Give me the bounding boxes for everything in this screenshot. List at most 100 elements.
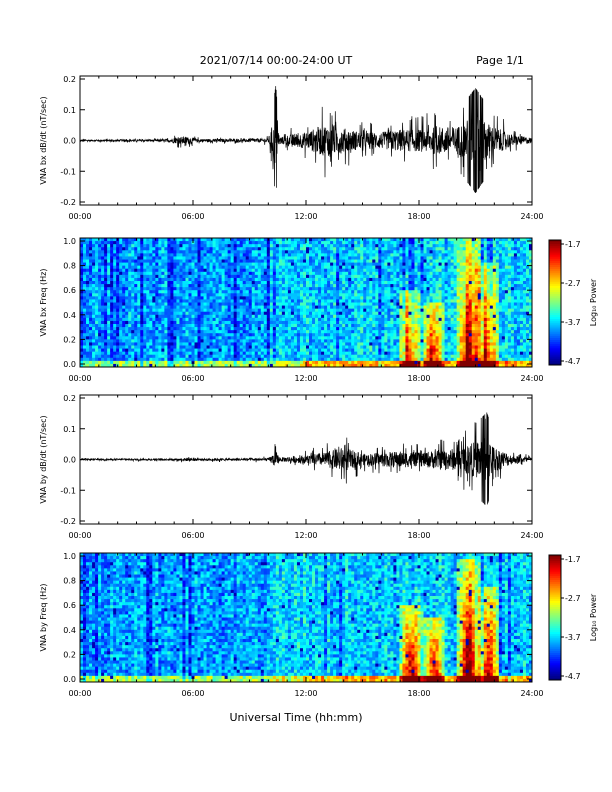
spectrogram-cell — [239, 305, 244, 310]
spectrogram-cell — [260, 342, 265, 346]
spectrogram-cell — [306, 238, 310, 242]
spectrogram-cell — [104, 327, 108, 331]
spectrogram-cell — [336, 305, 340, 310]
spectrogram-cell — [167, 354, 171, 359]
spectrogram-cell — [143, 314, 147, 319]
spectrogram-cell — [176, 302, 180, 306]
spectrogram-cell — [369, 305, 373, 310]
spectrogram-cell — [188, 333, 192, 337]
spectrogram-cell — [327, 345, 331, 349]
spectrogram-cell — [206, 271, 210, 276]
spectrogram-cell — [164, 265, 168, 270]
spectrogram-cell — [299, 253, 304, 257]
spectrogram-cell — [116, 296, 120, 300]
spectrogram-cell — [390, 271, 394, 276]
spectrogram-cell — [302, 241, 307, 245]
spectrogram-cell — [134, 262, 138, 267]
spectrogram-cell — [275, 277, 280, 282]
spectrogram-cell — [414, 311, 418, 316]
spectrogram-cell — [414, 360, 418, 365]
spectrogram-cell — [302, 320, 307, 325]
spectrogram-cell — [417, 354, 421, 359]
spectrogram-cell — [236, 339, 241, 343]
spectrogram-cell — [161, 360, 165, 365]
spectrogram-cell — [354, 293, 358, 297]
spectrogram-cell — [411, 241, 415, 245]
spectrogram-cell — [348, 241, 352, 245]
spectrogram-cell — [366, 351, 370, 356]
spectrogram-cell — [327, 308, 331, 313]
spectrogram-cell — [83, 268, 87, 273]
spectrogram-cell — [266, 299, 271, 303]
spectrogram-cell — [360, 342, 364, 346]
spectrogram-cell — [369, 302, 373, 306]
spectrogram-cell — [287, 287, 292, 291]
spectrogram-cell — [257, 271, 262, 276]
spectrogram-cell — [408, 320, 412, 325]
spectrogram-cell — [366, 317, 370, 322]
spectrogram-cell — [302, 351, 307, 356]
spectrogram-cell — [176, 250, 180, 254]
spectrogram-cell — [266, 274, 271, 279]
spectrogram-cell — [257, 253, 262, 257]
spectrogram-cell — [260, 357, 265, 362]
spectrogram-cell — [269, 253, 274, 257]
spectrogram-cell — [281, 256, 286, 260]
spectrogram-cell — [309, 330, 313, 334]
spectrogram-cell — [312, 247, 316, 251]
spectrogram-cell — [197, 342, 201, 346]
spectrogram-cell — [315, 262, 319, 267]
spectrogram-cell — [429, 342, 433, 346]
spectrogram-cell — [296, 302, 301, 306]
spectrogram-cell — [89, 327, 93, 331]
spectrogram-cell — [417, 302, 421, 306]
spectrogram-cell — [272, 277, 277, 282]
spectrogram-cell — [348, 302, 352, 306]
spectrogram-cell — [333, 265, 337, 270]
spectrogram-cell — [396, 336, 400, 340]
spectrogram-cell — [393, 238, 397, 242]
spectrogram-cell — [203, 327, 207, 331]
spectrogram-cell — [393, 244, 397, 248]
spectrogram-cell — [405, 342, 409, 346]
spectrogram-cell — [233, 238, 238, 242]
spectrogram-cell — [378, 274, 382, 279]
spectrogram-cell — [351, 308, 355, 313]
spectrogram-cell — [405, 268, 409, 273]
spectrogram-cell — [381, 345, 385, 349]
spectrogram-cell — [245, 277, 250, 282]
spectrogram-cell — [203, 317, 207, 322]
spectrogram-cell — [372, 342, 376, 346]
spectrogram-cell — [420, 320, 424, 325]
spectrogram-cell — [236, 336, 241, 340]
spectrogram-cell — [330, 333, 334, 337]
spectrogram-cell — [372, 327, 376, 331]
spectrogram-cell — [287, 339, 292, 343]
spectrogram-cell — [263, 253, 268, 257]
spectrogram-cell — [146, 299, 150, 303]
spectrogram-cell — [372, 281, 376, 285]
spectrogram-cell — [399, 259, 403, 263]
spectrogram-cell — [233, 360, 238, 365]
spectrogram-cell — [396, 357, 400, 362]
spectrogram-cell — [104, 336, 108, 340]
spectrogram-cell — [315, 265, 319, 270]
spectrogram-cell — [194, 277, 198, 282]
spectrogram-cell — [80, 324, 84, 328]
spectrogram-cell — [116, 311, 120, 316]
spectrogram-cell — [426, 357, 430, 362]
spectrogram-cell — [408, 238, 412, 242]
spectrogram-cell — [101, 253, 105, 257]
spectrogram-cell — [429, 247, 433, 251]
spectrogram-cell — [254, 333, 259, 337]
spectrogram-cell — [260, 311, 265, 316]
spectrogram-cell — [360, 238, 364, 242]
spectrogram-cell — [351, 247, 355, 251]
spectrogram-cell — [161, 244, 165, 248]
spectrogram-cell — [399, 296, 403, 300]
spectrogram-cell — [393, 259, 397, 263]
spectrogram-cell — [381, 262, 385, 267]
spectrogram-cell — [399, 327, 403, 331]
spectrogram-cell — [158, 247, 162, 251]
spectrogram-cell — [182, 238, 186, 242]
